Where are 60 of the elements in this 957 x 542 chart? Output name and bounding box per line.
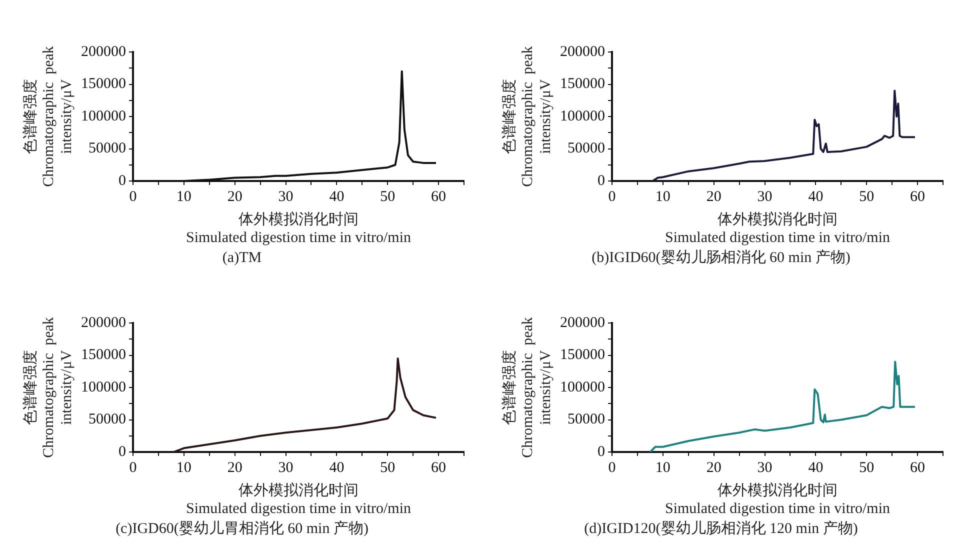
y-axis-title: 色谱峰强度 Chromatographic peak intensity/μV [22, 46, 75, 187]
y-tick-label: 200000 [81, 44, 126, 60]
x-tick-label: 40 [808, 460, 824, 476]
y-tick-label: 50000 [568, 412, 605, 428]
x-tick-label: 0 [129, 188, 137, 205]
text: (a)TM [222, 250, 262, 266]
y-tick-label: 50000 [88, 412, 126, 428]
y-tick-label: 0 [118, 444, 126, 460]
y-tick-label: 0 [598, 172, 605, 189]
y-tick-label: 200000 [560, 314, 605, 331]
x-tick-label: 40 [329, 188, 344, 205]
x-tick-label: 50 [859, 188, 874, 205]
text: (c)IGD60(婴幼儿胃相消化 60 min 产物) [116, 520, 368, 537]
x-tick-label: 20 [706, 460, 722, 476]
x-tick-label: 10 [655, 460, 670, 476]
x-axis-title: 体外模拟消化时间 Simulated digestion time in vitro/min [665, 482, 890, 517]
text: (b)IGID60(婴幼儿肠相消化 60 min 产物) [592, 248, 850, 266]
x-tick-label: 20 [227, 188, 242, 205]
x-tick-label: 60 [431, 460, 446, 476]
y-tick-label: 50000 [568, 140, 605, 157]
x-tick-label: 60 [910, 460, 926, 476]
y-tick-label: 0 [118, 172, 126, 189]
y-tick-label: 150000 [560, 347, 605, 364]
y-tick-label: 200000 [81, 314, 126, 331]
x-tick-label: 50 [859, 460, 874, 476]
y-tick-label: 150000 [81, 76, 126, 92]
x-tick-label: 40 [329, 460, 344, 476]
x-tick-label: 30 [757, 460, 772, 476]
y-axis-title: 色谱峰强度 Chromatographic peak intensity/μV [500, 316, 554, 458]
y-tick-label: 100000 [560, 108, 605, 124]
y-tick-label: 150000 [560, 76, 605, 92]
y-tick-label: 50000 [88, 140, 126, 157]
y-axis-title: 色谱峰强度 Chromatographic peak intensity/μV [22, 316, 75, 458]
x-tick-label: 50 [380, 188, 396, 205]
x-axis-title: 体外模拟消化时间 Simulated digestion time in vitro/min [186, 482, 412, 517]
x-tick-label: 10 [176, 460, 192, 476]
y-tick-label: 100000 [560, 379, 605, 396]
x-axis-title: 体外模拟消化时间 Simulated digestion time in vitro/min [665, 210, 890, 246]
x-tick-label: 30 [757, 188, 772, 205]
y-tick-label: 150000 [81, 347, 126, 364]
x-tick-label: 0 [608, 460, 616, 476]
x-tick-label: 0 [608, 188, 616, 205]
x-tick-label: 60 [910, 188, 926, 205]
x-axis-title: 体外模拟消化时间 Simulated digestion time in vitro/min [186, 210, 412, 246]
x-tick-label: 10 [176, 188, 192, 205]
x-tick-label: 30 [278, 188, 294, 205]
x-tick-label: 60 [431, 188, 446, 205]
x-tick-label: 30 [278, 460, 294, 476]
y-tick-label: 100000 [81, 379, 126, 396]
y-tick-label: 0 [598, 444, 605, 460]
y-tick-label: 100000 [81, 108, 126, 124]
x-tick-label: 40 [808, 188, 824, 205]
x-tick-label: 20 [706, 188, 722, 205]
y-tick-label: 200000 [560, 44, 605, 60]
y-axis-title: 色谱峰强度 Chromatographic peak intensity/μV [500, 46, 554, 187]
x-tick-label: 10 [655, 188, 670, 205]
text: (d)IGID120(婴幼儿肠相消化 120 min 产物) [584, 520, 858, 537]
x-tick-label: 50 [380, 460, 396, 476]
x-tick-label: 20 [227, 460, 242, 476]
x-tick-label: 0 [129, 460, 137, 476]
